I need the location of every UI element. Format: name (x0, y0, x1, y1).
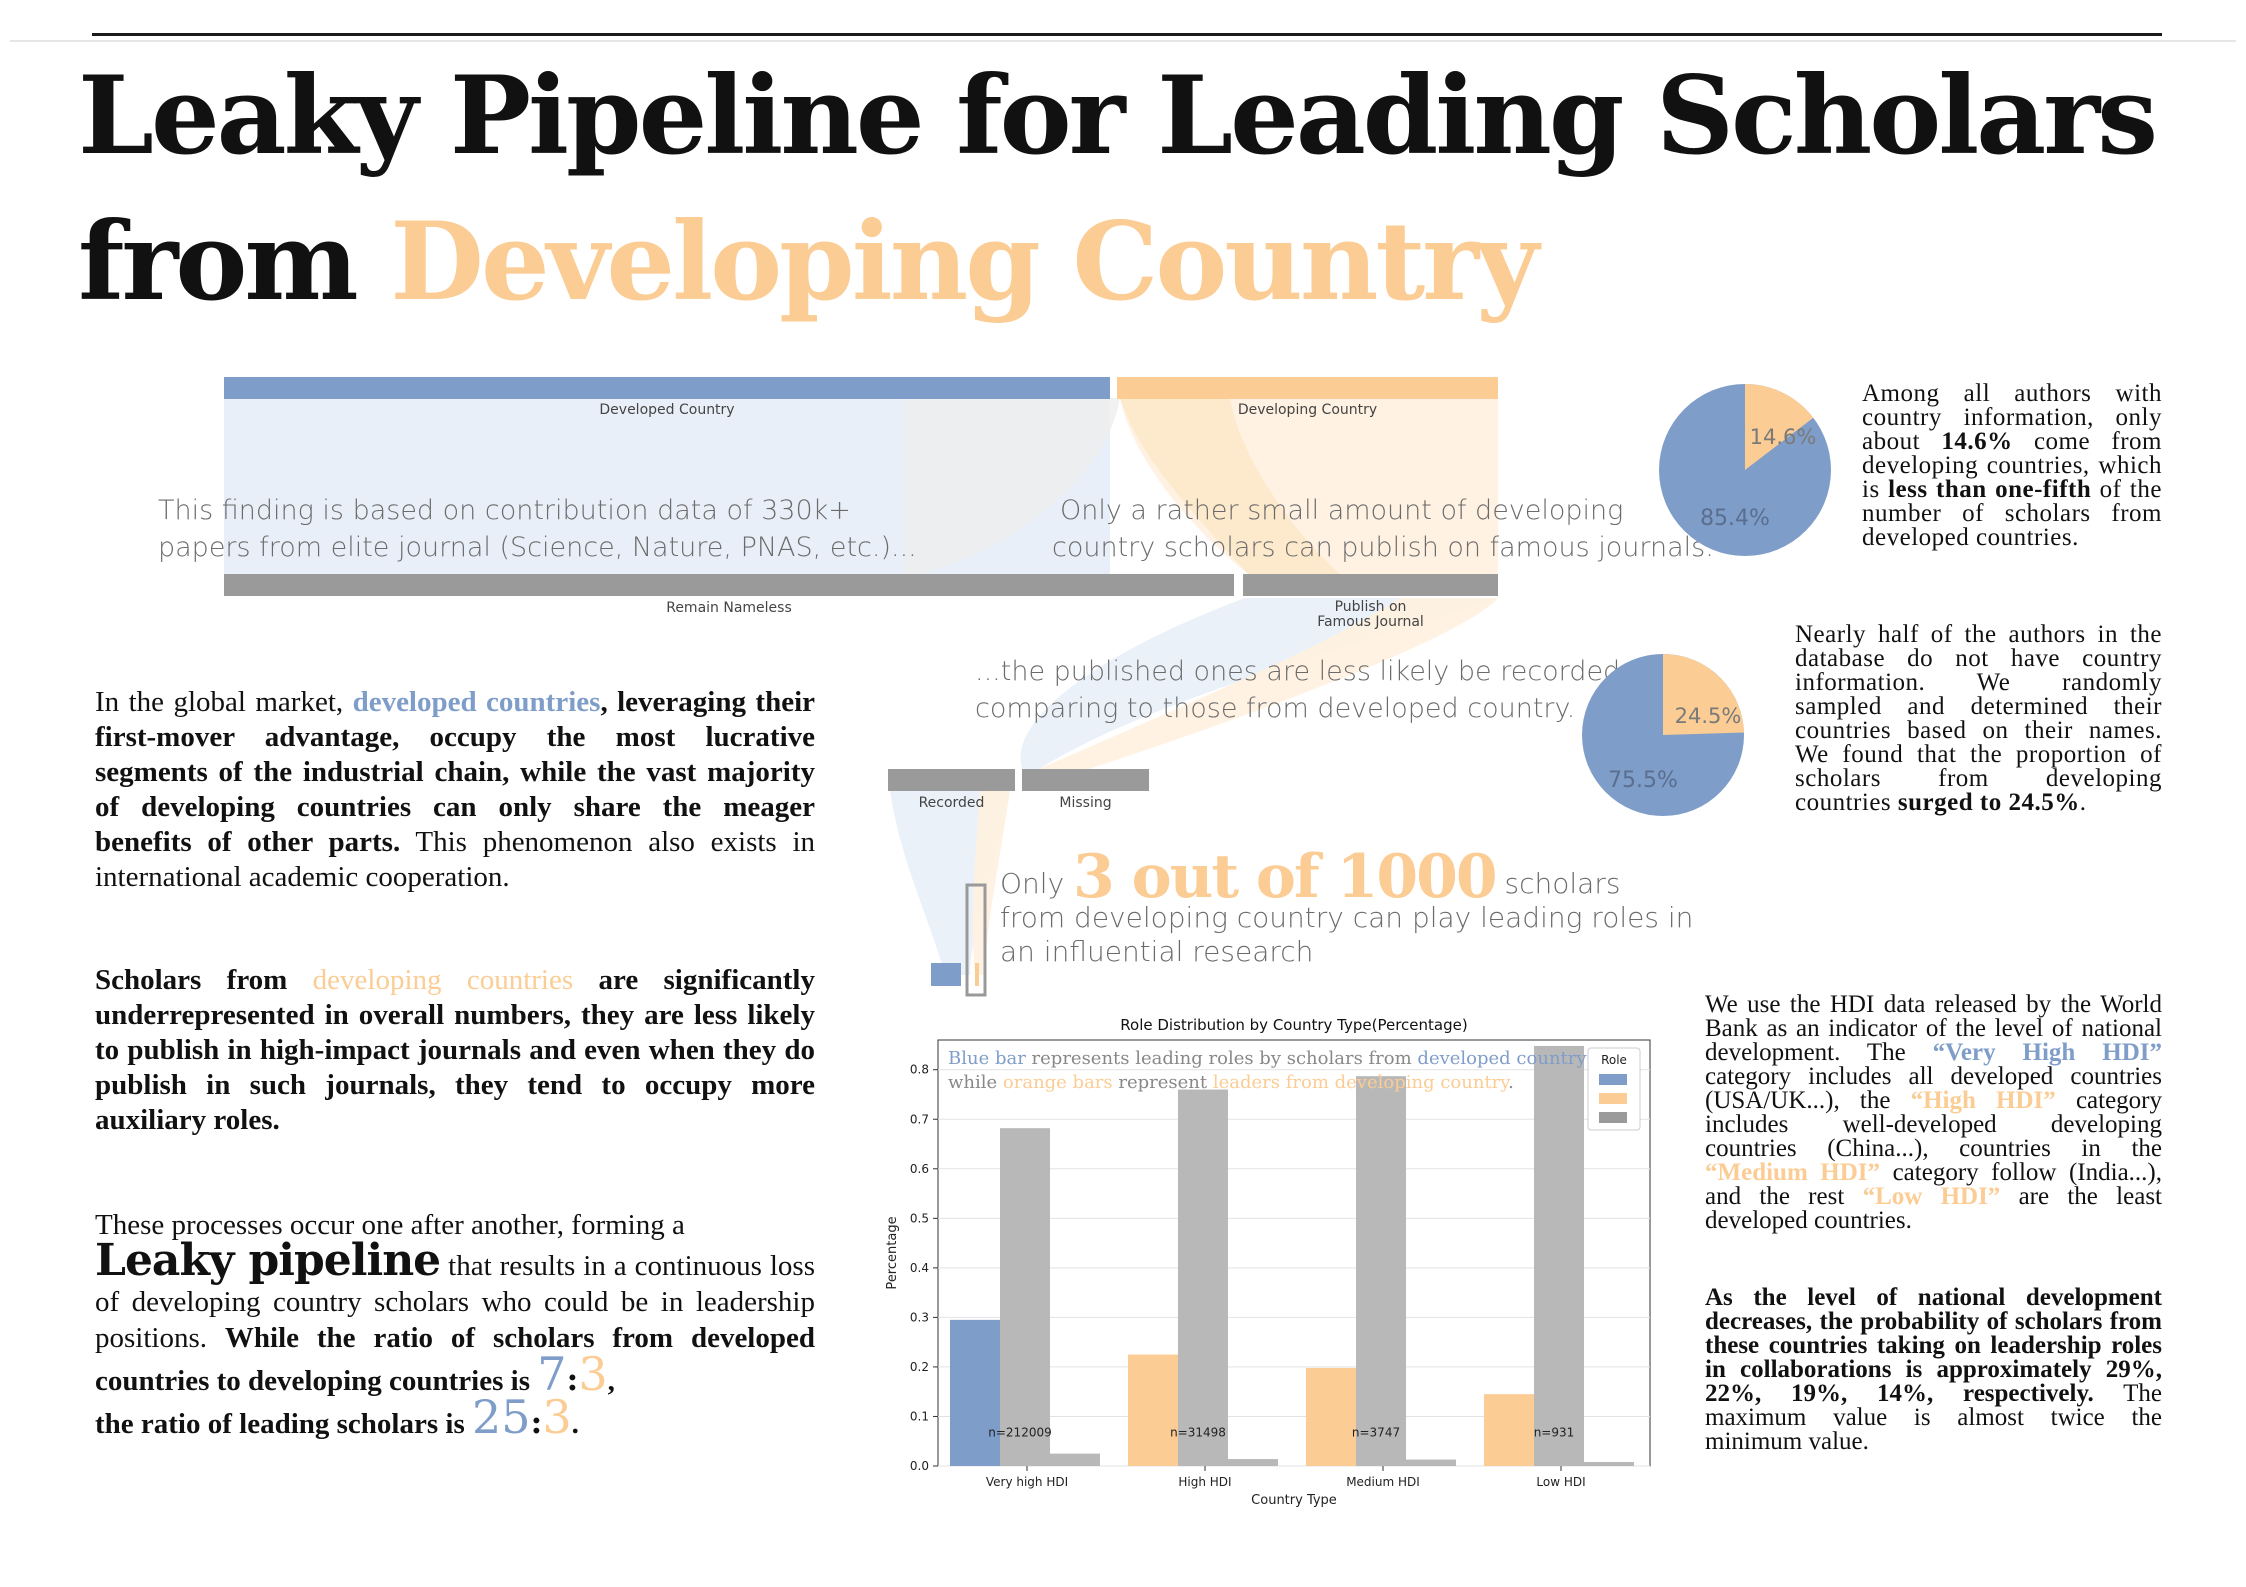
bar-1-0 (1128, 1354, 1178, 1466)
y-tick-label: 0.7 (910, 1112, 929, 1126)
x-tick-label: Medium HDI (1346, 1475, 1420, 1489)
left-text-1: In the global market, developed countrie… (95, 686, 815, 893)
pie1-developing-slice (1745, 384, 1814, 470)
label-remain-nameless: Remain Nameless (666, 600, 792, 616)
chart-annotation-line2: while orange bars represent leaders from… (948, 1072, 1514, 1093)
title-accent: Developing Country (390, 199, 1539, 325)
bar-missing (1022, 769, 1149, 791)
bar-recorded (888, 769, 1015, 791)
bar-publish-famous (1243, 574, 1498, 596)
x-tick-label: Low HDI (1536, 1475, 1585, 1489)
only-number: 3 out of 1000 (1073, 842, 1498, 912)
y-tick-label: 0.8 (910, 1063, 929, 1077)
y-tick-label: 0.4 (910, 1261, 929, 1275)
note-right: Only a rather small amount of developing… (1052, 495, 1714, 563)
bar-1-2 (1228, 1459, 1278, 1466)
flow-developing-publish (1120, 398, 1340, 574)
legend-swatch (1599, 1093, 1627, 1104)
bar-remain-nameless (224, 574, 1234, 596)
only-line3: an influential research (1000, 935, 1314, 968)
y-axis-label: Percentage (885, 1216, 900, 1289)
bar-3-0 (1484, 1394, 1534, 1466)
y-tick-label: 0.2 (910, 1360, 929, 1374)
label-developing-country: Developing Country (1237, 402, 1378, 418)
role-distribution-chart: Role Distribution by Country Type(Percen… (885, 1016, 1651, 1508)
legend-title: Role (1601, 1053, 1627, 1067)
bar-3-2 (1584, 1462, 1634, 1466)
right-text-3: We use the HDI data released by the Worl… (1705, 991, 2163, 1234)
only-prefix: Only (1000, 867, 1065, 900)
title-prefix: from (78, 199, 391, 325)
page-title-line1: Leaky Pipeline for Leading Scholars (78, 53, 2158, 179)
right-text-4: As the level of national development dec… (1705, 1284, 2162, 1455)
only-callout: Only 3 out of 1000 scholars from develop… (1000, 847, 1694, 969)
bar-0-1 (1000, 1128, 1050, 1466)
only-line2: from developing country can play leading… (1000, 901, 1694, 934)
ratio-1: 7:3 (537, 1347, 608, 1401)
pie-chart-1: 85.4% 14.6% (1659, 384, 1831, 556)
bar-2-0 (1306, 1367, 1356, 1466)
right-text-1: Among all authors with country informati… (1862, 380, 2163, 551)
n-label: n=3747 (1352, 1425, 1400, 1439)
right-text-2: Nearly half of the authors in the databa… (1795, 621, 2162, 816)
bar-0-0 (950, 1319, 1000, 1466)
label-recorded: Recorded (918, 795, 985, 811)
label-developed-country: Developed Country (599, 402, 735, 418)
y-tick-label: 0.3 (910, 1310, 929, 1324)
flow-publish-developing (1025, 598, 1498, 775)
pie2-developing-label: 24.5% (1675, 704, 1742, 728)
bar-lead-developing (975, 963, 979, 986)
y-tick-label: 0.6 (910, 1162, 929, 1176)
flow-recorded-developing (972, 790, 1010, 975)
pie2-developed-label: 75.5% (1608, 768, 1678, 793)
note-left: This finding is based on contribution da… (158, 495, 917, 563)
left-text-2: Scholars from developing countries are s… (95, 964, 815, 1136)
label-missing: Missing (1059, 795, 1112, 811)
bar-0-2 (1050, 1453, 1100, 1466)
bar-developing-country (1117, 377, 1498, 399)
only-suffix: scholars (1504, 867, 1621, 900)
y-tick-label: 0.1 (910, 1409, 929, 1423)
bar-2-2 (1406, 1459, 1456, 1466)
legend-swatch (1599, 1074, 1627, 1085)
top-rule (92, 33, 2162, 36)
pie1-developed-label: 85.4% (1700, 506, 1770, 531)
chart-annotation-line1: Blue bar represents leading roles by sch… (948, 1048, 1587, 1069)
x-axis-label: Country Type (1251, 1493, 1337, 1508)
bar-2-1 (1356, 1076, 1406, 1466)
legend-box (1587, 1047, 1641, 1131)
n-label: n=931 (1534, 1425, 1575, 1439)
chart-title: Role Distribution by Country Type(Percen… (1120, 1016, 1467, 1034)
note-middle: ...the published ones are less likely be… (975, 656, 1621, 724)
n-label: n=212009 (988, 1425, 1051, 1439)
bar-1-1 (1178, 1089, 1228, 1466)
leaky-pipeline-term: Leaky pipeline (95, 1235, 441, 1286)
flow-publish-down (1020, 598, 1498, 775)
pie2-developing-slice (1663, 654, 1744, 735)
top-rule-shadow (10, 40, 2236, 42)
pie1-developing-label: 14.6% (1750, 425, 1817, 449)
bar-3-1 (1534, 1045, 1584, 1466)
x-tick-label: Very high HDI (986, 1475, 1068, 1489)
legend-swatch (1599, 1112, 1627, 1123)
left-text-3: These processes occur one after another,… (95, 1209, 816, 1444)
page-title-line2: from Developing Country (78, 208, 1539, 316)
pie-chart-2: 75.5% 24.5% (1582, 654, 1744, 816)
flow-crossing (905, 398, 1120, 574)
label-publish-famous: Publish on Famous Journal (1317, 599, 1424, 630)
y-tick-label: 0.0 (910, 1459, 929, 1473)
n-label: n=31498 (1170, 1425, 1226, 1439)
bar-lead-developed (931, 963, 961, 986)
lead-highlight-box (965, 883, 987, 997)
bar-developed-country (224, 377, 1110, 399)
y-tick-label: 0.5 (910, 1211, 929, 1225)
ratio-2: 25:3 (472, 1390, 572, 1444)
x-tick-label: High HDI (1178, 1475, 1231, 1489)
